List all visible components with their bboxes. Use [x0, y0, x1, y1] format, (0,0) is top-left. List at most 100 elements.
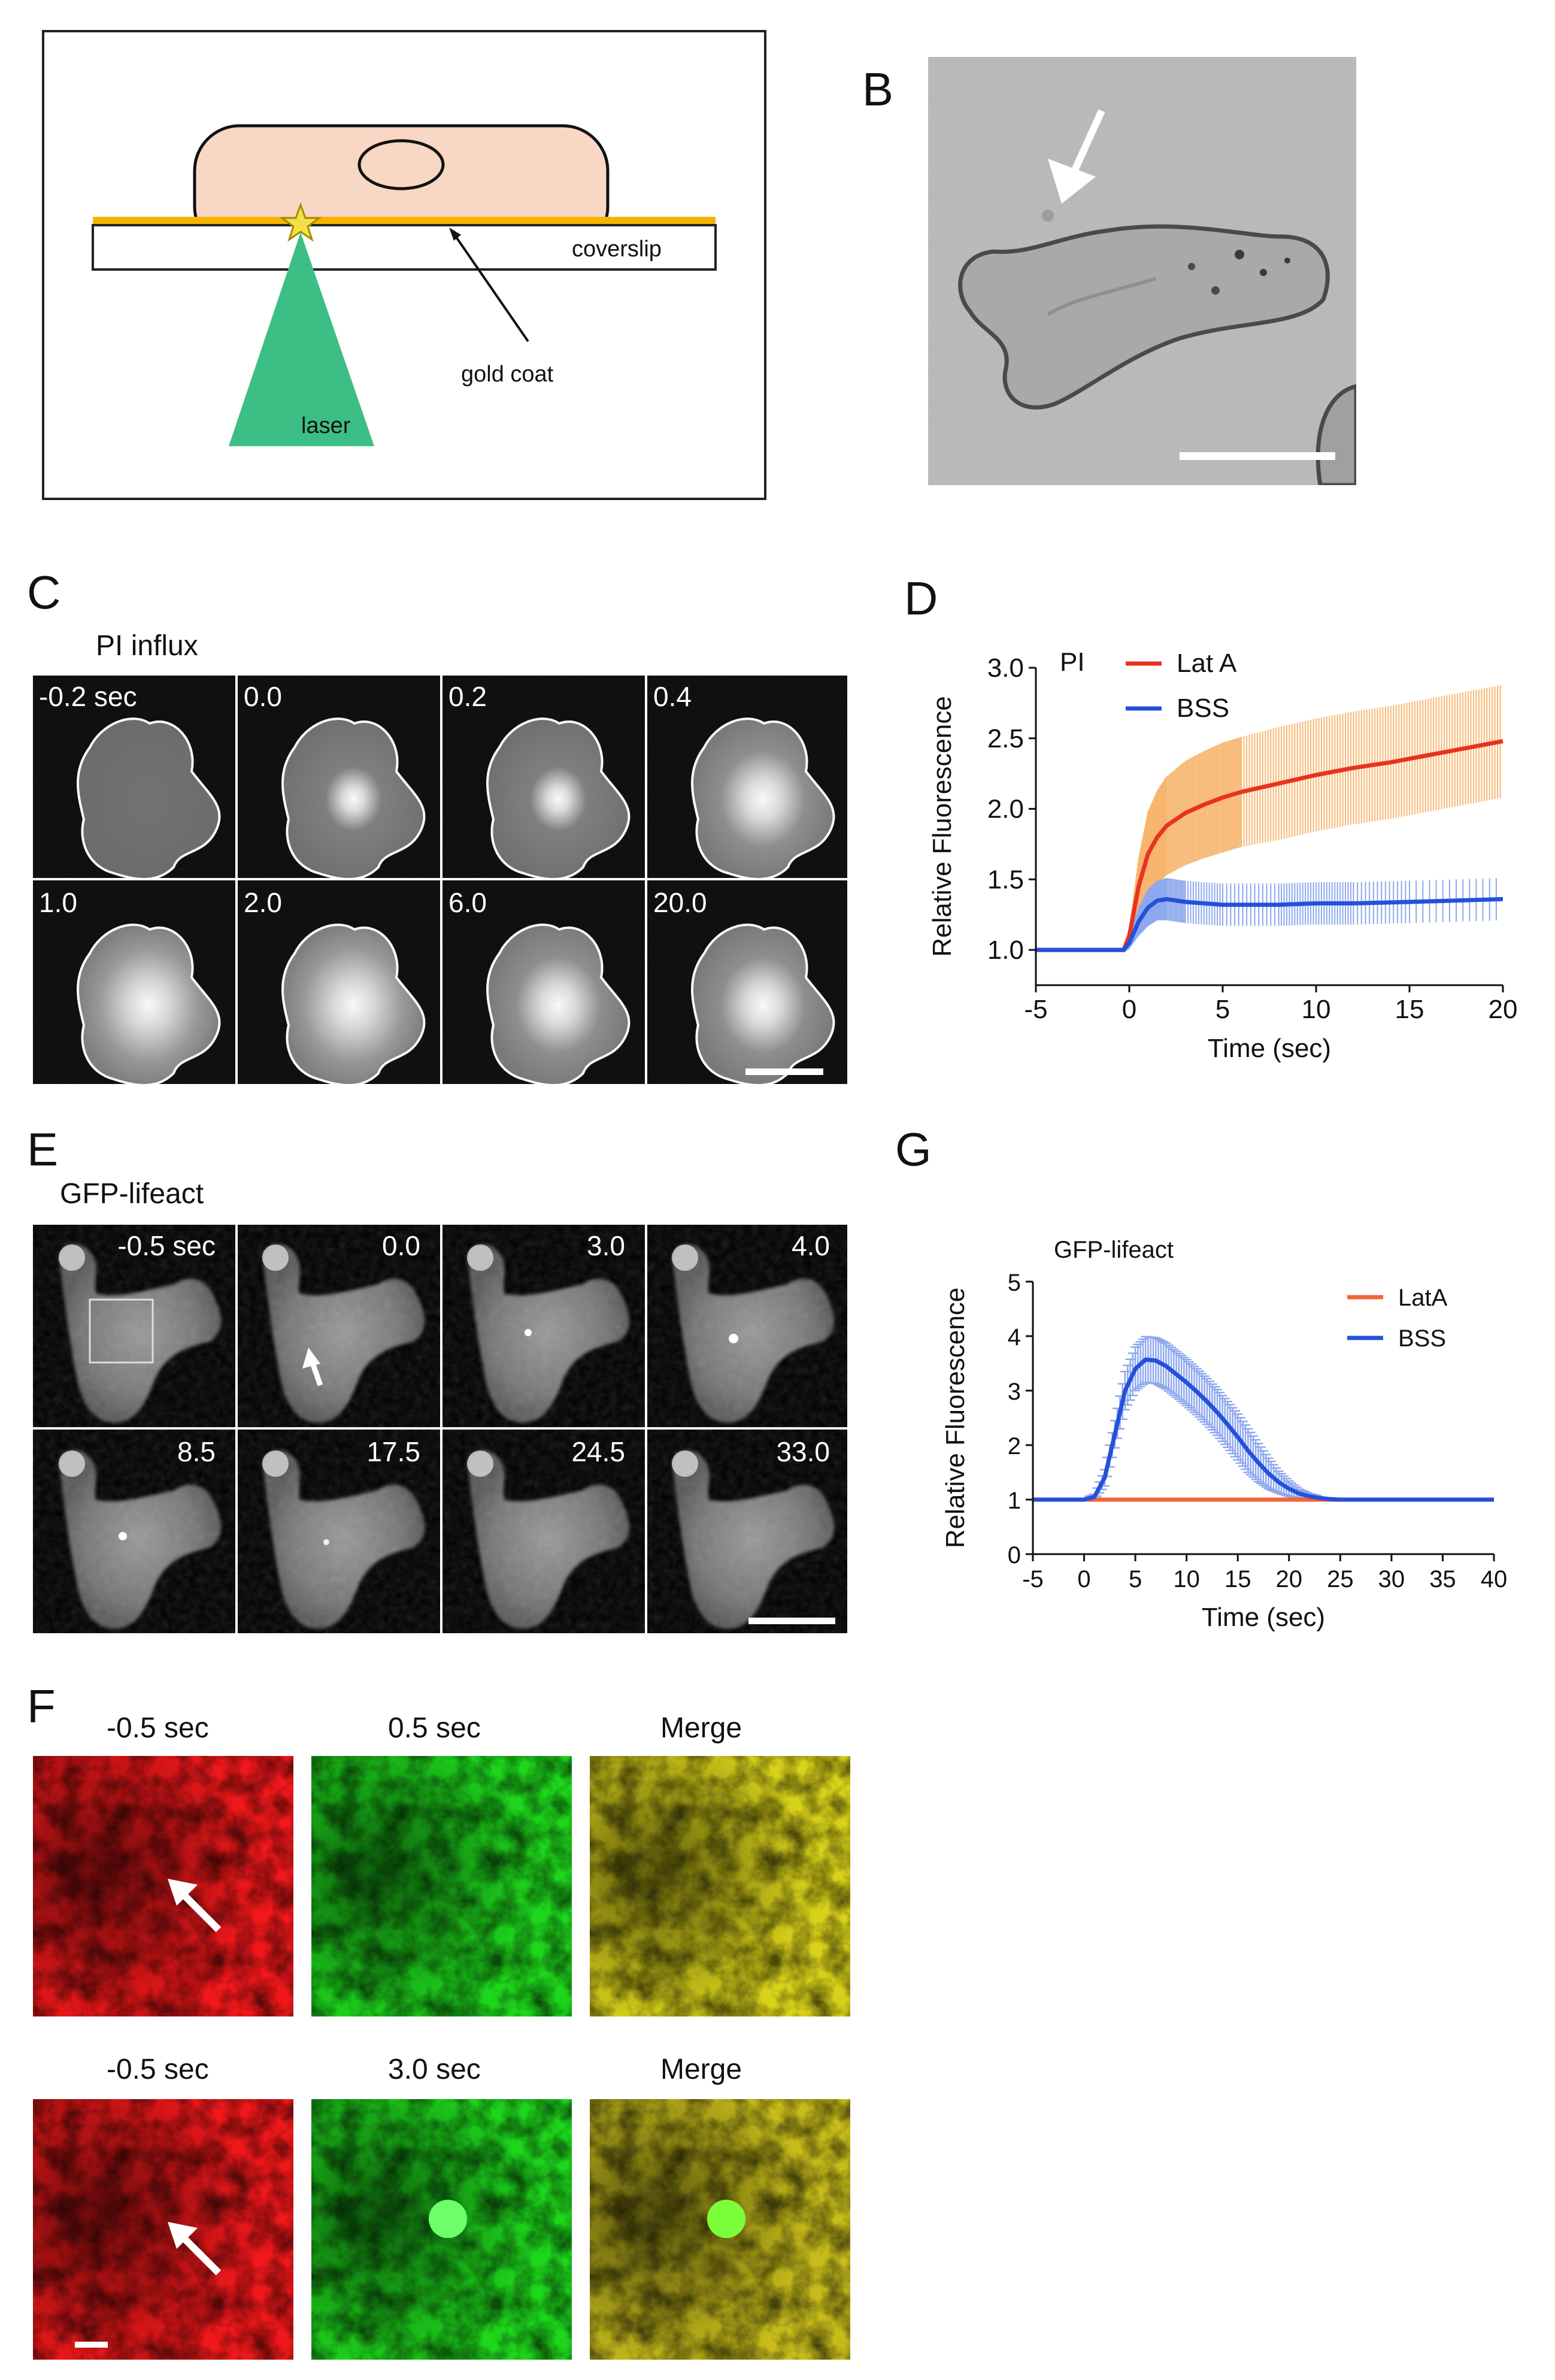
- y-tick-label: 1.5: [987, 865, 1024, 894]
- scale-bar-e: [748, 1618, 835, 1624]
- x-tick-label: 35: [1429, 1566, 1456, 1592]
- panel-label-c: C: [27, 566, 61, 619]
- e-time-label: 4.0: [792, 1230, 830, 1261]
- y-tick-label: 2.0: [987, 795, 1024, 824]
- f-green-spot: [429, 2200, 467, 2238]
- gold-coat-layer: [93, 217, 716, 225]
- laser-label: laser: [301, 413, 351, 438]
- panel-b-image: [928, 57, 1356, 485]
- y-tick-label: 3: [1008, 1379, 1021, 1405]
- error-bars-bss: [1123, 877, 1497, 953]
- x-tick-label: 25: [1327, 1566, 1354, 1592]
- laser-beam: [229, 232, 374, 446]
- f-row1-merge-image: [590, 1756, 850, 2016]
- panel-c-grid: -0.2 sec 0.0 0.2 0.4 1.0 2.0 6.0 20.0: [33, 676, 847, 1084]
- panel-label-d: D: [904, 572, 938, 625]
- f-row2-merge-image: [590, 2099, 850, 2360]
- coverslip-label: coverslip: [572, 237, 662, 262]
- y-axis-label: Relative Fluorescence: [941, 1288, 970, 1548]
- gold-coat-label: gold coat: [461, 362, 554, 387]
- f-row2-red-image: [33, 2099, 293, 2360]
- roi-box: [89, 1298, 154, 1364]
- x-tick-label: -5: [1022, 1566, 1044, 1592]
- f-row1-label-red: -0.5 sec: [107, 1712, 209, 1744]
- x-tick-label: 10: [1302, 995, 1331, 1024]
- y-tick-label: 0: [1008, 1542, 1021, 1569]
- laser-spot-star: [279, 202, 322, 242]
- f-row1-label-green: 0.5 sec: [388, 1712, 481, 1744]
- panel-c-title: PI influx: [96, 630, 198, 662]
- x-tick-label: 15: [1395, 995, 1424, 1024]
- f-row2-label-red: -0.5 sec: [107, 2054, 209, 2085]
- neighbor-cell: [1315, 384, 1356, 485]
- c-time-label: 20.0: [653, 887, 707, 918]
- panel-label-e: E: [27, 1123, 59, 1176]
- x-axis-label: Time (sec): [1208, 1034, 1331, 1063]
- x-tick-label: 10: [1173, 1566, 1200, 1592]
- x-tick-label: 40: [1481, 1566, 1508, 1592]
- x-tick-label: 20: [1276, 1566, 1303, 1592]
- e-time-label: 8.5: [177, 1436, 216, 1467]
- y-axis-label: Relative Fluorescence: [927, 696, 957, 956]
- panel-e-title: GFP-lifeact: [60, 1178, 204, 1210]
- f-merge-spot: [707, 2200, 745, 2238]
- c-time-label: 0.4: [653, 681, 692, 712]
- f-row2-label-merge: Merge: [660, 2054, 742, 2085]
- series-line-lat-a: [1036, 739, 1504, 952]
- panel-label-f: F: [27, 1680, 56, 1733]
- c-time-label: 6.0: [448, 887, 487, 918]
- e-time-label: -0.5 sec: [117, 1230, 216, 1261]
- legend-label: Lat A: [1177, 649, 1237, 678]
- y-tick-label: 3.0: [987, 653, 1024, 683]
- f-row1-green-image: [311, 1756, 572, 2016]
- x-tick-label: -5: [1024, 995, 1047, 1024]
- nucleus: [357, 139, 445, 190]
- legend-label: LatA: [1398, 1285, 1448, 1311]
- series-line-bss: [1033, 1357, 1494, 1502]
- c-time-label: 1.0: [39, 887, 77, 918]
- chart-title: PI: [1060, 647, 1085, 677]
- legend-label: BSS: [1177, 694, 1229, 723]
- x-tick-label: 0: [1122, 995, 1136, 1024]
- f-row2-green-image: [311, 2099, 572, 2360]
- series-line-bss: [1036, 897, 1504, 952]
- chart-d: 1.0 1.5 2.0 2.5 3.0 -5 0 5 10 15 20 Time (sec) Relat…: [927, 647, 1517, 1063]
- e-time-label: 24.5: [571, 1436, 625, 1467]
- y-tick-label: 1.0: [987, 935, 1024, 965]
- x-tick-label: 0: [1077, 1566, 1090, 1592]
- panel-label-g: G: [895, 1123, 932, 1176]
- c-time-label: 0.0: [244, 681, 282, 712]
- e-time-label: 33.0: [776, 1436, 830, 1467]
- x-tick-label: 15: [1224, 1566, 1251, 1592]
- panel-a-schematic: coverslip gold coat laser: [42, 30, 766, 500]
- panel-label-b: B: [862, 63, 894, 116]
- c-time-label: 0.2: [448, 681, 487, 712]
- gold-coat-arrow: [451, 230, 529, 343]
- y-tick-label: 2: [1008, 1433, 1021, 1460]
- e-arrow-head: [302, 1348, 320, 1368]
- x-tick-label: 5: [1215, 995, 1230, 1024]
- gold-coat-arrowhead: [449, 228, 461, 241]
- f-row1-red-image: [33, 1756, 293, 2016]
- c-time-label: 2.0: [244, 887, 282, 918]
- y-tick-label: 2.5: [987, 724, 1024, 753]
- scale-bar-c: [745, 1068, 823, 1075]
- scale-bar: [1180, 452, 1335, 460]
- legend-label: BSS: [1398, 1325, 1446, 1352]
- f-row1-label-merge: Merge: [660, 1712, 742, 1744]
- x-tick-label: 5: [1129, 1566, 1142, 1592]
- x-axis-label: Time (sec): [1202, 1603, 1325, 1632]
- y-tick-label: 5: [1008, 1270, 1021, 1296]
- panel-e-grid: -0.5 sec 0.0 3.0 4.0 8.5 17.5 24.5 33.0: [33, 1225, 847, 1633]
- y-tick-label: 4: [1008, 1324, 1021, 1351]
- arrow-shaft: [1068, 109, 1105, 178]
- coverslip: [92, 224, 717, 271]
- c-time-label: -0.2 sec: [39, 681, 137, 712]
- arrow-head: [1048, 159, 1096, 204]
- scale-bar-f: [75, 2342, 108, 2348]
- x-tick-label: 30: [1378, 1566, 1405, 1592]
- e-time-label: 0.0: [382, 1230, 420, 1261]
- chart-title: GFP-lifeact: [1054, 1237, 1174, 1263]
- y-tick-label: 1: [1008, 1488, 1021, 1514]
